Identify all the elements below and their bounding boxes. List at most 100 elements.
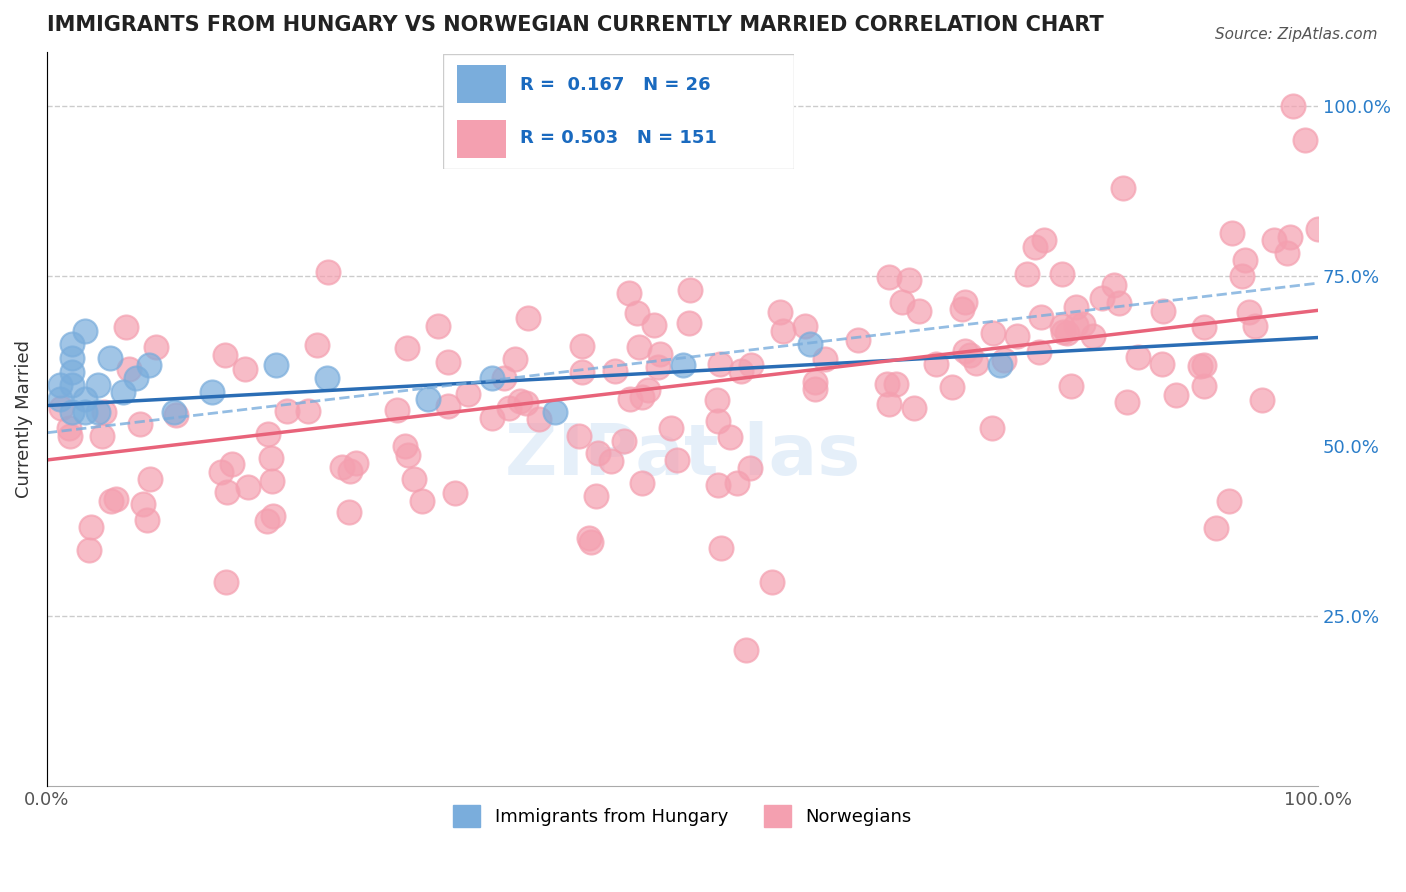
Norwegians (794, 318, 817, 333)
Norwegians (1050, 268, 1073, 282)
Norwegians (568, 429, 591, 443)
Norwegians (165, 408, 187, 422)
Norwegians (1052, 318, 1074, 333)
Point (1294, 133, 1316, 147)
Norwegians (339, 464, 361, 478)
Norwegians (903, 401, 925, 415)
Norwegians (707, 478, 730, 492)
Norwegians (457, 387, 479, 401)
Norwegians (950, 301, 973, 316)
Norwegians (631, 391, 654, 405)
Norwegians (1263, 233, 1285, 247)
Norwegians (600, 454, 623, 468)
Norwegians (91, 428, 114, 442)
Norwegians (650, 347, 672, 361)
Norwegians (585, 489, 607, 503)
Norwegians (387, 402, 409, 417)
Bar (457, 120, 506, 158)
Norwegians (209, 465, 232, 479)
Norwegians (297, 404, 319, 418)
Norwegians (876, 377, 898, 392)
Norwegians (647, 359, 669, 374)
Norwegians (139, 472, 162, 486)
Norwegians (59, 429, 82, 443)
Text: R =  0.167   N = 26: R = 0.167 N = 26 (520, 76, 711, 94)
Norwegians (135, 514, 157, 528)
Norwegians (959, 348, 981, 362)
Norwegians (1220, 227, 1243, 241)
Norwegians (586, 446, 609, 460)
Text: ZIPat las: ZIPat las (505, 421, 860, 491)
Norwegians (1056, 326, 1078, 340)
Norwegians (1052, 325, 1074, 339)
Norwegians (898, 273, 921, 287)
Norwegians (1102, 278, 1125, 293)
Norwegians (579, 535, 602, 549)
Norwegians (256, 514, 278, 528)
Point (735, 643, 758, 657)
Norwegians (93, 405, 115, 419)
Norwegians (257, 426, 280, 441)
Norwegians (769, 305, 792, 319)
Norwegians (1116, 394, 1139, 409)
Text: R = 0.503   N = 151: R = 0.503 N = 151 (520, 129, 717, 147)
Norwegians (925, 357, 948, 371)
Norwegians (1005, 328, 1028, 343)
Norwegians (131, 497, 153, 511)
Norwegians (330, 460, 353, 475)
Immigrants from Hungary (87, 405, 110, 419)
Norwegians (571, 339, 593, 353)
Norwegians (104, 492, 127, 507)
Norwegians (276, 403, 298, 417)
Norwegians (725, 475, 748, 490)
Norwegians (1033, 233, 1056, 247)
Norwegians (396, 448, 419, 462)
Immigrants from Hungary (481, 371, 503, 385)
Norwegians (426, 318, 449, 333)
Norwegians (1192, 358, 1215, 372)
Immigrants from Hungary (671, 358, 693, 372)
Norwegians (813, 351, 835, 366)
Norwegians (637, 383, 659, 397)
Norwegians (402, 472, 425, 486)
Norwegians (1152, 304, 1174, 318)
Norwegians (993, 353, 1015, 368)
Norwegians (908, 303, 931, 318)
Norwegians (981, 326, 1004, 341)
Norwegians (706, 392, 728, 407)
Immigrants from Hungary (100, 351, 122, 365)
Norwegians (941, 380, 963, 394)
Norwegians (626, 306, 648, 320)
Norwegians (1230, 268, 1253, 283)
Norwegians (437, 355, 460, 369)
Norwegians (527, 412, 550, 426)
Norwegians (517, 311, 540, 326)
Norwegians (115, 319, 138, 334)
Norwegians (236, 480, 259, 494)
Norwegians (58, 421, 80, 435)
Norwegians (605, 364, 627, 378)
Norwegians (706, 414, 728, 428)
Immigrants from Hungary (799, 337, 821, 351)
Point (1218, 493, 1240, 508)
Norwegians (215, 575, 238, 590)
Norwegians (1251, 393, 1274, 408)
Norwegians (1150, 357, 1173, 371)
Norwegians (128, 417, 150, 431)
Bar (457, 65, 506, 103)
Norwegians (1031, 310, 1053, 324)
Norwegians (628, 340, 651, 354)
Norwegians (262, 509, 284, 524)
Norwegians (679, 283, 702, 297)
Immigrants from Hungary (138, 358, 160, 372)
Immigrants from Hungary (87, 378, 110, 392)
Norwegians (619, 392, 641, 406)
Norwegians (643, 318, 665, 333)
Norwegians (1064, 300, 1087, 314)
Immigrants from Hungary (48, 378, 70, 392)
Norwegians (100, 494, 122, 508)
Norwegians (571, 365, 593, 379)
Immigrants from Hungary (988, 358, 1011, 372)
Norwegians (80, 520, 103, 534)
Point (1205, 521, 1227, 535)
